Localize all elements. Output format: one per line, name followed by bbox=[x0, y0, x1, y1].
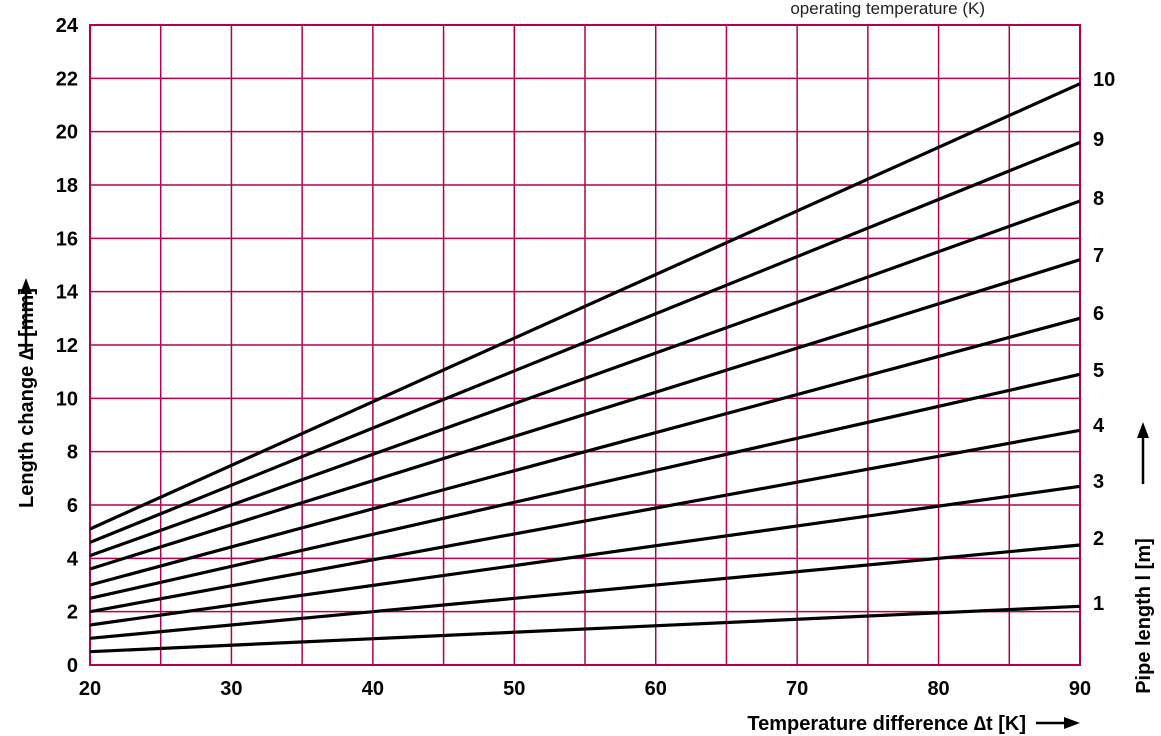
y2-axis-title: Pipe length l [m] bbox=[1133, 538, 1155, 694]
y-tick-label: 14 bbox=[56, 282, 79, 304]
x-tick-label: 20 bbox=[79, 678, 101, 700]
series-line-6 bbox=[89, 316, 1081, 587]
y-tick-label: 18 bbox=[56, 175, 78, 197]
series-line-5 bbox=[89, 372, 1081, 600]
x-tick-label: 30 bbox=[220, 678, 242, 700]
x-tick-label: 60 bbox=[645, 678, 667, 700]
x-tick-label: 40 bbox=[362, 678, 384, 700]
pipe-length-label: 2 bbox=[1093, 528, 1104, 550]
pipe-length-label: 1 bbox=[1093, 593, 1104, 615]
y-tick-label: 20 bbox=[56, 122, 78, 144]
y-axis-title: Length change ∆l [mm] bbox=[16, 288, 38, 508]
x-axis-title: Temperature difference ∆t [K] bbox=[747, 713, 1026, 735]
pipe-length-label: 4 bbox=[1093, 415, 1105, 437]
y-tick-label: 6 bbox=[67, 495, 78, 517]
pipe-length-label: 6 bbox=[1093, 303, 1104, 325]
y-tick-label: 10 bbox=[56, 388, 78, 410]
y-tick-label: 8 bbox=[67, 442, 78, 464]
series-line-9 bbox=[89, 140, 1081, 544]
series-line-1 bbox=[89, 604, 1081, 654]
series-line-8 bbox=[89, 199, 1081, 558]
y-tick-label: 0 bbox=[67, 655, 78, 677]
series-line-4 bbox=[89, 428, 1081, 614]
y-axis-arrow-icon bbox=[20, 278, 32, 352]
y2-axis-arrow-icon bbox=[1137, 422, 1149, 484]
y-tick-label: 2 bbox=[67, 602, 78, 624]
y-tick-label: 22 bbox=[56, 68, 78, 90]
y-tick-label: 4 bbox=[67, 548, 79, 570]
pipe-length-label: 10 bbox=[1093, 69, 1115, 91]
series-line-10 bbox=[89, 82, 1081, 531]
pipe-length-label: 9 bbox=[1093, 129, 1104, 151]
pipe-length-label: 7 bbox=[1093, 245, 1104, 267]
series-lines bbox=[89, 82, 1081, 654]
x-tick-label: 90 bbox=[1069, 678, 1091, 700]
y-tick-label: 12 bbox=[56, 335, 78, 357]
x-tick-labels: 20 30 40 50 60 70 80 90 bbox=[79, 678, 1091, 700]
series-line-3 bbox=[89, 484, 1081, 627]
series-line-2 bbox=[89, 543, 1081, 640]
x-tick-label: 80 bbox=[927, 678, 949, 700]
pipe-length-labels: 1 2 3 4 5 6 7 8 9 10 bbox=[1093, 69, 1115, 615]
y-tick-label: 24 bbox=[56, 15, 79, 37]
chart-subtitle: operating temperature (K) bbox=[790, 0, 985, 18]
pipe-length-label: 8 bbox=[1093, 188, 1104, 210]
x-tick-label: 70 bbox=[786, 678, 808, 700]
series-line-7 bbox=[89, 258, 1081, 571]
grid bbox=[89, 24, 1081, 666]
y-tick-label: 16 bbox=[56, 228, 78, 250]
x-axis-arrow-icon bbox=[1036, 717, 1080, 729]
pipe-length-label: 3 bbox=[1093, 471, 1104, 493]
x-tick-label: 50 bbox=[503, 678, 525, 700]
pipe-length-label: 5 bbox=[1093, 360, 1104, 382]
